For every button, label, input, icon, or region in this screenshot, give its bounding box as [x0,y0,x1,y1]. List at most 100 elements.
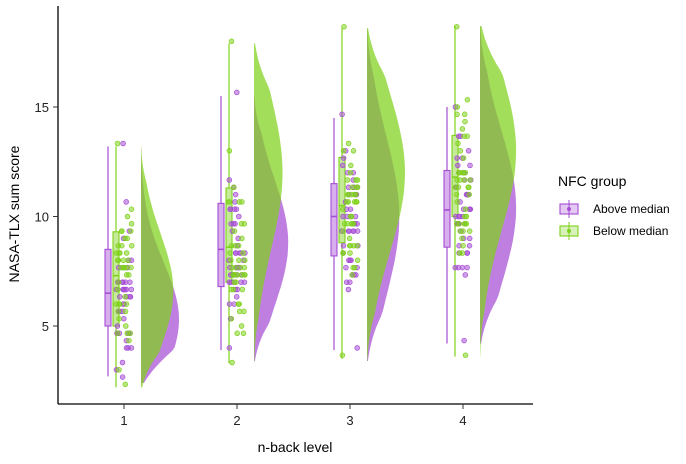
point-below-3 [353,184,360,191]
point-below-3 [341,23,347,30]
point-above-2 [226,279,233,285]
box-above-2 [217,202,225,288]
point-above-3 [340,242,347,249]
point-below-1 [123,301,130,307]
point-below-4 [454,111,460,118]
point-below-2 [240,330,247,337]
point-below-2 [226,148,233,154]
point-below-1 [124,213,131,220]
point-below-1 [115,308,122,315]
point-below-2 [227,250,233,256]
y-tick-label-10: 10 [35,210,49,225]
point-below-4 [466,191,472,198]
point-above-2 [226,345,233,351]
point-below-4 [461,111,468,118]
point-below-2 [238,221,245,227]
point-below-4 [462,206,469,212]
point-below-1 [115,257,121,264]
point-above-3 [339,162,346,169]
legend: NFC group Above median Below median [558,173,670,240]
point-below-2 [238,323,245,329]
axes [57,6,533,405]
point-below-3 [354,242,360,249]
point-below-1 [125,257,131,264]
point-below-1 [113,250,120,256]
point-below-1 [126,272,132,278]
legend-title: NFC group [558,173,627,189]
point-below-3 [340,250,346,256]
point-below-3 [348,213,355,220]
point-above-1 [122,279,129,285]
point-below-3 [353,191,359,198]
point-below-4 [462,221,468,227]
point-below-1 [126,337,132,344]
point-above-3 [343,264,349,271]
point-above-1 [119,359,126,366]
point-below-1 [128,242,135,249]
point-above-2 [232,191,239,198]
density-below-1 [141,146,174,388]
point-below-4 [453,191,460,198]
point-above-1 [128,345,135,351]
point-above-3 [346,257,352,264]
point-above-4 [466,235,473,242]
legend-label-above-median: Above median [593,202,670,216]
y-tick-label-5: 5 [42,319,49,334]
box-above-3 [330,183,338,257]
point-below-1 [128,228,134,234]
point-below-3 [350,148,357,154]
point-below-2 [226,199,232,205]
point-below-4 [454,104,461,110]
point-above-2 [232,221,238,227]
point-below-2 [228,38,235,45]
point-above-3 [340,213,346,220]
point-below-4 [459,250,466,256]
point-below-2 [230,272,237,278]
point-below-1 [128,264,134,271]
point-below-2 [231,228,238,234]
point-below-2 [242,272,248,278]
point-below-4 [459,126,466,132]
point-above-4 [464,264,470,271]
point-below-3 [345,140,352,147]
point-below-3 [345,191,351,198]
point-above-2 [226,301,233,307]
point-below-2 [228,315,235,322]
point-above-3 [345,228,352,234]
point-above-3 [350,228,357,234]
point-below-1 [114,330,121,337]
point-above-3 [347,279,353,285]
point-below-2 [231,279,238,285]
point-below-3 [344,177,351,183]
point-below-4 [459,235,465,242]
point-below-4 [454,177,460,183]
point-below-2 [231,184,237,191]
point-below-2 [240,250,246,256]
point-below-4 [462,213,468,220]
point-above-3 [340,155,347,161]
point-below-1 [123,264,129,271]
x-tick-label-3: 3 [346,413,353,428]
x-tick-label-4: 4 [459,413,466,428]
point-above-1 [119,374,126,380]
point-below-4 [460,228,466,234]
point-below-2 [228,257,234,264]
point-below-4 [453,23,460,30]
point-below-3 [347,250,353,256]
point-below-1 [120,257,127,264]
point-below-1 [122,294,128,300]
point-above-4 [465,148,472,154]
point-below-4 [462,118,468,125]
density-below-4 [480,25,517,357]
point-below-1 [115,279,122,285]
point-below-3 [340,228,346,234]
point-above-1 [128,286,135,293]
density-below-3 [367,28,405,362]
point-below-1 [123,250,130,256]
point-below-4 [457,148,464,154]
x-tick-label-1: 1 [120,413,127,428]
point-below-1 [124,330,130,337]
point-above-4 [466,242,473,249]
point-above-1 [123,345,130,351]
point-below-1 [128,221,135,227]
